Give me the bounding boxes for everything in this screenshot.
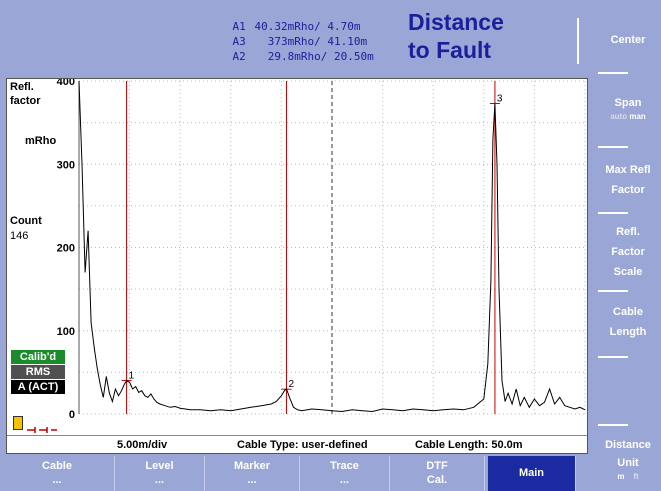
span-mode-toggle: auto man (595, 112, 661, 122)
tab-cable[interactable]: Cable ... (0, 456, 115, 491)
y-axis-label-refl: Refl. (10, 81, 34, 93)
span-softkey[interactable]: Span auto man (595, 94, 661, 122)
max-refl-label-2: Factor (611, 184, 645, 196)
calibrated-badge: Calib'd (11, 350, 65, 364)
y-tick-label: 0 (69, 409, 75, 421)
refl-scale-label-2: Factor (611, 246, 645, 258)
softkey-separator (598, 212, 628, 214)
softkey-separator (598, 72, 628, 74)
tab-ellipsis: ... (339, 474, 350, 486)
mode-title: Distance to Fault (408, 8, 568, 64)
cable-length-readout: Cable Length: 50.0m (415, 439, 523, 451)
header-panel: A1 40.32mRho/ 4.70m A3 373mRho/ 41.10m A2… (0, 0, 595, 76)
distance-unit-softkey[interactable]: Distance Unit m ft (595, 436, 661, 482)
span-label: Span (614, 97, 642, 109)
center-softkey[interactable]: Center (595, 30, 661, 50)
tab-cable-label: Cable (42, 460, 72, 472)
marker-label-3: 3 (497, 93, 503, 104)
trace-line (78, 80, 586, 413)
marker-readout-a3: A3 373mRho/ 41.10m (206, 22, 368, 61)
scale-readout: 5.00m/div (117, 439, 168, 451)
marker-value: 29.8mRho/ 20.50m (254, 50, 374, 63)
refl-scale-label-1: Refl. (616, 226, 640, 238)
softkey-separator (598, 290, 628, 292)
softkey-separator (598, 424, 628, 426)
menu-tab-bar: Cable ... Level ... Marker ... Trace ...… (0, 456, 595, 491)
softkey-panel: Center Span auto man Max Refl Factor Ref… (577, 0, 661, 491)
marker-id: A3 (232, 35, 246, 48)
count-value: 146 (10, 230, 29, 242)
tab-level[interactable]: Level ... (115, 456, 205, 491)
mode-title-line1: Distance (408, 9, 504, 35)
max-refl-factor-softkey[interactable]: Max Refl Factor (595, 160, 661, 200)
marker-readout-a1: A1 40.32mRho/ 4.70m (206, 7, 361, 46)
marker-readout-a2: A2 29.8mRho/ 20.50m (206, 37, 374, 76)
softkey-separator (598, 146, 628, 148)
tab-ellipsis: ... (52, 474, 62, 486)
rms-badge: RMS (11, 365, 65, 379)
cable-length-label-1: Cable (613, 306, 643, 318)
y-tick-label: 400 (57, 79, 75, 88)
tab-ellipsis: ... (247, 474, 257, 486)
tab-trace-label: Trace (330, 460, 359, 472)
distance-unit-toggle: m ft (595, 472, 661, 482)
tab-marker-label: Marker (233, 460, 271, 472)
max-refl-label-1: Max Refl (605, 164, 651, 176)
span-man: man (629, 112, 646, 121)
acquisition-badge: A (ACT) (11, 380, 65, 394)
dtf-plot: 400 300 200 100 0 1 2 3 Refl. factor mRho Count… (6, 78, 588, 454)
chart-canvas: 400 300 200 100 0 1 2 3 (57, 79, 586, 421)
tab-trace[interactable]: Trace ... (300, 456, 390, 491)
marker-id: A1 (232, 20, 246, 33)
distance-unit-label-1: Distance (605, 439, 651, 451)
refl-factor-scale-softkey[interactable]: Refl. Factor Scale (595, 222, 661, 282)
center-label: Center (610, 34, 646, 46)
marker-id: A2 (232, 50, 246, 63)
marker-value: 373mRho/ 41.10m (254, 35, 368, 48)
y-axis-label-factor: factor (10, 95, 41, 107)
unit-ft: ft (633, 472, 639, 481)
tab-level-label: Level (145, 460, 174, 472)
tab-marker[interactable]: Marker ... (205, 456, 300, 491)
softkey-separator (598, 356, 628, 358)
marker-label-2: 2 (288, 379, 294, 390)
y-tick-label: 300 (57, 159, 75, 171)
cable-type-readout: Cable Type: user-defined (237, 439, 368, 451)
tab-dtf-label: DTF (426, 460, 448, 472)
refl-scale-label-3: Scale (613, 266, 643, 278)
softkey-center-divider (577, 18, 579, 64)
span-auto: auto (610, 112, 628, 121)
tab-ellipsis: ... (154, 474, 165, 486)
tab-cal-label: Cal. (426, 474, 448, 486)
tab-main-label: Main (518, 467, 545, 479)
unit-m: m (617, 472, 625, 481)
marker-label-1: 1 (129, 370, 135, 381)
tab-dtf-cal[interactable]: DTF Cal. (390, 456, 485, 491)
mode-title-line2: to Fault (408, 37, 492, 63)
cable-length-softkey[interactable]: Cable Length (595, 302, 661, 342)
distance-unit-label-2: Unit (617, 457, 639, 469)
cable-length-label-2: Length (609, 326, 647, 338)
y-tick-label: 100 (57, 326, 75, 338)
cable-connector-icon (27, 421, 57, 433)
marker-value: 40.32mRho/ 4.70m (254, 20, 361, 33)
battery-icon (13, 416, 23, 430)
y-axis-unit: mRho (25, 135, 57, 147)
count-label: Count (10, 215, 42, 227)
tab-main[interactable]: Main (488, 456, 576, 491)
status-bar: 5.00m/div Cable Type: user-defined Cable… (7, 435, 587, 453)
y-tick-label: 200 (57, 243, 75, 255)
